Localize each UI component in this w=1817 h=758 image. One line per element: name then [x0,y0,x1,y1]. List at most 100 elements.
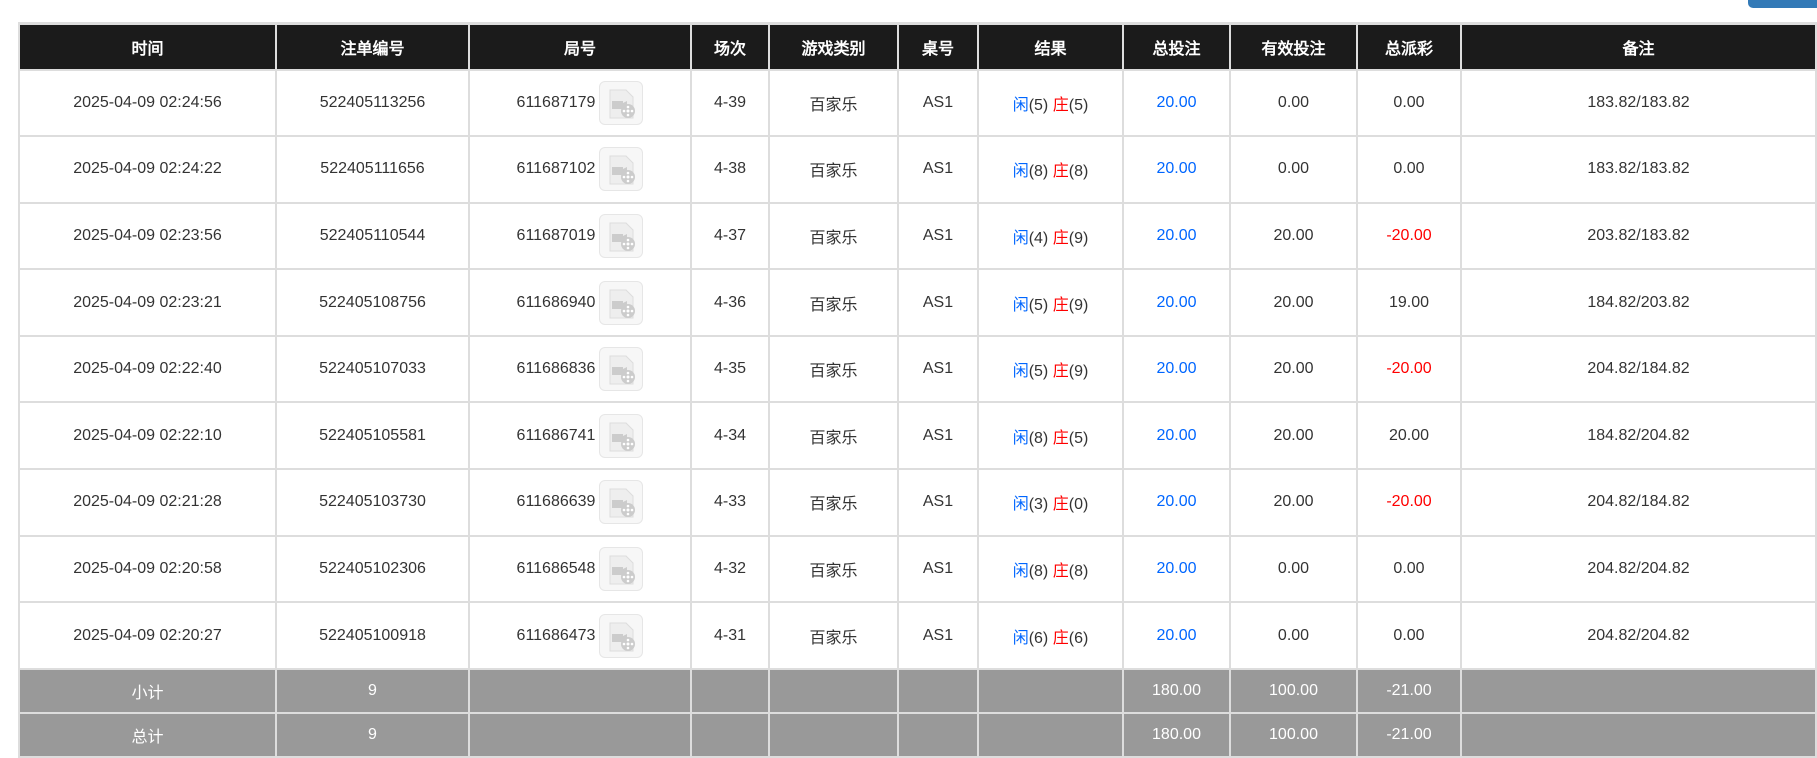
total-bet-cell: 20.00 [1122,135,1231,204]
banker-score: (8) [1068,562,1089,580]
video-replay-icon[interactable] [599,147,644,192]
video-replay-icon[interactable] [599,213,644,258]
note-cell: 183.82/183.82 [1460,68,1817,138]
table-cell: AS1 [897,135,979,204]
shoe-cell: 4-39 [690,68,770,138]
note-cell: 184.82/203.82 [1460,268,1817,337]
valid-bet-cell: 0.00 [1229,135,1358,204]
valid-bet-cell: 0.00 [1229,68,1358,138]
column-header: 备注 [1460,22,1817,71]
table-cell: AS1 [897,334,979,404]
player-label: 闲 [1012,496,1029,514]
video-replay-icon[interactable] [599,546,644,591]
player-score: (5) [1028,296,1049,314]
column-header: 局号 [468,22,692,71]
total-bet-cell: 20.00 [1122,601,1231,670]
banker-score: (0) [1068,496,1089,514]
result-cell: 闲(3) 庄(0) [977,468,1124,537]
column-header: 有效投注 [1229,22,1358,71]
summary-label: 总计 [18,711,277,758]
valid-bet-cell: 0.00 [1229,601,1358,670]
round-number: 611686940 [516,293,596,311]
summary-row: 小计 9 180.00 100.00 -21.00 [18,667,1817,714]
round-number: 611686741 [516,427,596,444]
total-bet-cell: 20.00 [1122,334,1231,404]
video-replay-icon[interactable] [599,613,644,658]
payout-cell: -20.00 [1356,334,1462,404]
summary-total: 180.00 [1122,711,1231,758]
round-cell: 611687179 [468,68,692,138]
video-replay-icon[interactable] [599,347,644,392]
result-cell: 闲(6) 庄(6) [977,601,1124,670]
round-number: 611687019 [516,227,596,245]
game-type-cell: 百家乐 [768,334,899,404]
game-type-cell: 百家乐 [768,201,899,271]
player-score: (5) [1028,96,1049,114]
summary-valid: 100.00 [1229,667,1358,714]
bet-id-cell: 522405108756 [275,268,470,337]
banker-label: 庄 [1052,629,1069,647]
table-cell: AS1 [897,534,979,604]
shoe-cell: 4-38 [690,135,770,204]
time-cell: 2025-04-09 02:23:56 [18,201,277,271]
round-number: 611687102 [516,160,596,178]
round-cell: 611686836 [468,334,692,404]
video-replay-icon[interactable] [599,280,644,325]
video-replay-icon[interactable] [599,413,644,458]
round-number: 611686548 [516,560,596,578]
time-cell: 2025-04-09 02:22:10 [18,401,277,471]
shoe-cell: 4-35 [690,334,770,404]
round-cell: 611686548 [468,534,692,604]
total-bet-cell: 20.00 [1122,468,1231,537]
table-row: 2025-04-09 02:21:28 522405103730 6116866… [18,468,1817,537]
valid-bet-cell: 20.00 [1229,268,1358,337]
summary-payout: -21.00 [1356,711,1462,758]
round-cell: 611687019 [468,201,692,271]
shoe-cell: 4-33 [690,468,770,537]
video-replay-icon[interactable] [599,480,644,525]
bet-id-cell: 522405105581 [275,401,470,471]
shoe-cell: 4-34 [690,401,770,471]
shoe-cell: 4-37 [690,201,770,271]
result-cell: 闲(8) 庄(8) [977,534,1124,604]
banker-label: 庄 [1052,363,1069,381]
round-cell: 611686473 [468,601,692,670]
player-label: 闲 [1012,363,1029,381]
table-cell: AS1 [897,601,979,670]
table-row: 2025-04-09 02:20:27 522405100918 6116864… [18,601,1817,670]
player-score: (5) [1028,363,1049,381]
shoe-cell: 4-36 [690,268,770,337]
game-type-cell: 百家乐 [768,534,899,604]
bet-id-cell: 522405111656 [275,135,470,204]
column-header: 总派彩 [1356,22,1462,71]
payout-cell: 20.00 [1356,401,1462,471]
valid-bet-cell: 20.00 [1229,468,1358,537]
player-score: (8) [1028,163,1049,181]
banker-label: 庄 [1052,163,1069,181]
summary-payout: -21.00 [1356,667,1462,714]
bet-id-cell: 522405107033 [275,334,470,404]
banker-score: (5) [1068,96,1089,114]
table-row: 2025-04-09 02:24:56 522405113256 6116871… [18,68,1817,138]
column-header: 总投注 [1122,22,1231,71]
banker-label: 庄 [1052,496,1069,514]
video-replay-icon[interactable] [599,80,644,125]
table-row: 2025-04-09 02:20:58 522405102306 6116865… [18,534,1817,604]
banker-label: 庄 [1052,229,1069,247]
table-cell: AS1 [897,68,979,138]
player-score: (6) [1028,629,1049,647]
bet-id-cell: 522405110544 [275,201,470,271]
top-right-button[interactable] [1748,0,1817,8]
bet-records-table: 时间 注单编号 局号 场次 游戏类别 桌号 结果 总投注 有效投注 总派彩 备注 2025-04-0… [18,22,1817,758]
banker-score: (6) [1068,629,1089,647]
summary-count: 9 [275,711,470,758]
payout-cell: 0.00 [1356,601,1462,670]
player-label: 闲 [1012,229,1029,247]
time-cell: 2025-04-09 02:22:40 [18,334,277,404]
table-row: 2025-04-09 02:23:56 522405110544 6116870… [18,201,1817,271]
player-label: 闲 [1012,429,1029,447]
banker-score: (8) [1068,163,1089,181]
time-cell: 2025-04-09 02:24:56 [18,68,277,138]
table-cell: AS1 [897,468,979,537]
player-score: (8) [1028,429,1049,447]
